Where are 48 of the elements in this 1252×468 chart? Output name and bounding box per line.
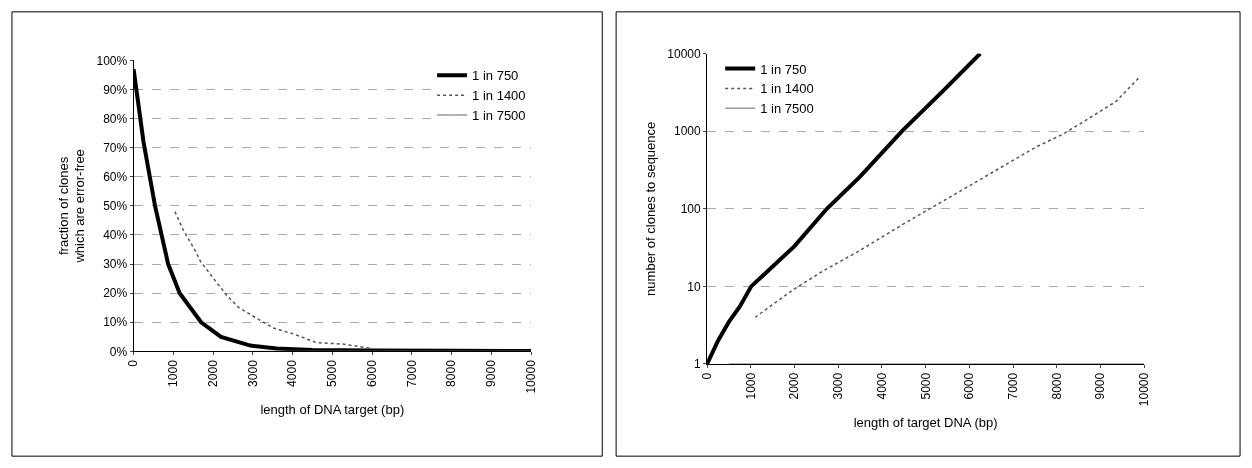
y-axis-title: fraction of clones which are error-free — [55, 149, 88, 264]
x-tick-label: 5000 — [918, 372, 933, 400]
y-tick-label: 80% — [103, 111, 128, 126]
legend-label: 1 in 750 — [472, 68, 519, 84]
x-tick-label: 6000 — [962, 372, 977, 400]
x-tick-label: 3000 — [831, 372, 846, 400]
x-tick-label: 8000 — [1049, 372, 1064, 400]
y-tick-label: 100 — [680, 201, 701, 216]
x-axis-title: length of target DNA (bp) — [853, 414, 998, 430]
x-tick-label: 1000 — [166, 359, 181, 387]
x-tick-label: 2000 — [787, 372, 802, 400]
x-tick-label: 10000 — [523, 359, 538, 394]
legend-label: 1 in 1400 — [760, 81, 814, 97]
y-tick-label: 50% — [103, 199, 128, 214]
legend-label: 1 in 750 — [760, 61, 807, 77]
x-tick-label: 0 — [699, 372, 714, 380]
y-tick-label: 10% — [103, 315, 128, 330]
legend-label: 1 in 1400 — [472, 88, 526, 104]
x-tick-label: 8000 — [444, 359, 459, 387]
y-tick-label: 90% — [103, 82, 128, 97]
x-tick-label: 6000 — [364, 359, 379, 387]
x-tick-label: 10000 — [1137, 372, 1152, 407]
x-tick-label: 0 — [126, 359, 141, 367]
x-tick-label: 9000 — [1093, 372, 1108, 400]
y-tick-label: 1000 — [673, 124, 701, 139]
y-tick-label: 40% — [103, 228, 128, 243]
x-axis-title: length of DNA target (bp) — [260, 402, 405, 418]
y-tick-label: 1 — [694, 357, 701, 372]
y-tick-label: 70% — [103, 140, 128, 155]
y-tick-label: 30% — [103, 257, 128, 272]
x-tick-label: 3000 — [245, 359, 260, 387]
y-tick-label: 100% — [96, 53, 128, 68]
y-tick-label: 60% — [103, 169, 128, 184]
x-tick-label: 9000 — [484, 359, 499, 387]
legend-label: 1 in 7500 — [760, 101, 814, 117]
y-tick-label: 20% — [103, 286, 128, 301]
x-tick-label: 7000 — [1005, 372, 1020, 400]
x-tick-label: 4000 — [285, 359, 300, 387]
x-tick-label: 7000 — [404, 359, 419, 387]
x-tick-label: 1000 — [743, 372, 758, 400]
y-axis-title: number of clones to sequence — [643, 121, 659, 296]
y-tick-label: 10000 — [667, 46, 701, 61]
x-tick-label: 2000 — [205, 359, 220, 387]
y-tick-label: 10 — [687, 279, 701, 294]
legend-label: 1 in 7500 — [472, 108, 526, 124]
x-tick-label: 4000 — [874, 372, 889, 400]
x-tick-label: 5000 — [325, 359, 340, 387]
y-tick-label: 0% — [109, 344, 128, 359]
